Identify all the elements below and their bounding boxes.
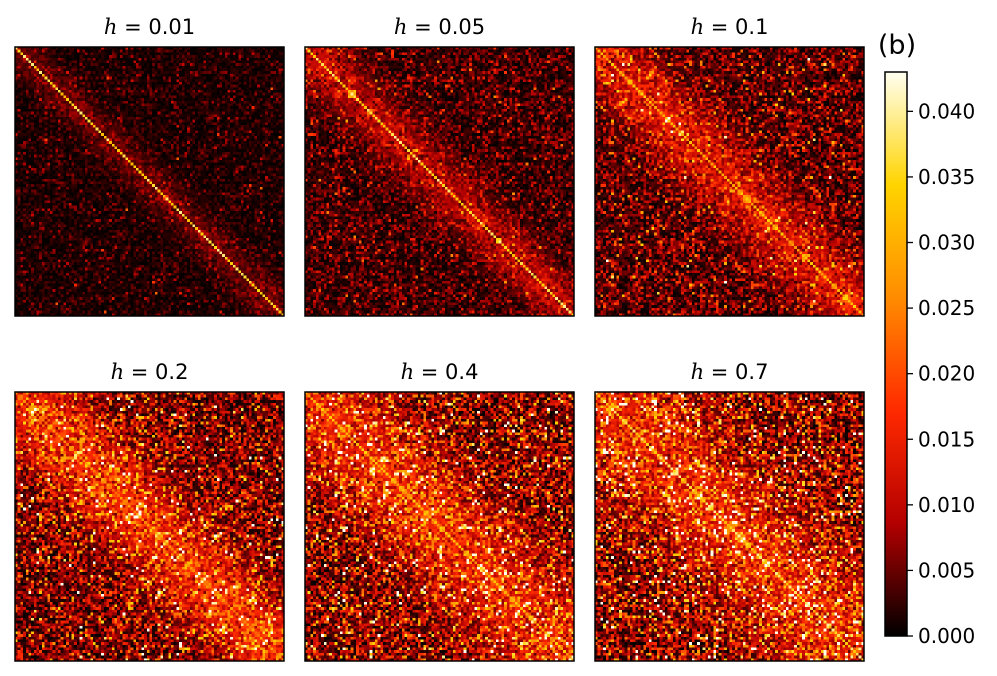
heatmap-frame-6 [594, 391, 865, 662]
heatmap-image-5 [305, 392, 574, 661]
colorbar-tick-label: 0.025 [918, 296, 975, 320]
heatmap-panel-2: h = 0.05 [304, 15, 575, 317]
heatmap-frame-4 [14, 391, 285, 662]
heatmap-frame-1 [14, 46, 285, 317]
colorbar: 0.000 0.005 0.010 0.015 0.020 0.025 0.030 0.035… [884, 71, 975, 648]
heatmap-image-2 [305, 47, 574, 316]
heatmap-image-4 [15, 392, 284, 661]
panel-title-variable: h [104, 15, 118, 39]
panel-title-variable: h [401, 360, 415, 384]
panel-title-1: h = 0.01 [104, 15, 195, 39]
panel-title-value: = 0.4 [414, 360, 478, 384]
panel-title-variable: h [394, 15, 408, 39]
panel-title-5: h = 0.4 [401, 360, 479, 384]
panel-title-variable: h [691, 15, 705, 39]
colorbar-tick-label: 0.015 [918, 427, 975, 451]
panel-title-value: = 0.2 [124, 360, 188, 384]
panel-title-value: = 0.1 [704, 15, 768, 39]
figure-label: (b) [878, 30, 916, 61]
panel-title-value: = 0.01 [117, 15, 195, 39]
panel-title-variable: h [111, 360, 125, 384]
heatmap-image-1 [15, 47, 284, 316]
colorbar-tick-label: 0.010 [918, 493, 975, 517]
heatmap-image-6 [595, 392, 864, 661]
heatmap-image-3 [595, 47, 864, 316]
colorbar-tick-label: 0.040 [918, 99, 975, 123]
panel-title-3: h = 0.1 [691, 15, 769, 39]
heatmap-frame-2 [304, 46, 575, 317]
colorbar-tick-label: 0.005 [918, 558, 975, 582]
panels-group: h = 0.01 h = 0.05 h = 0.1h = 0.2 h = 0.4 h =… [14, 15, 865, 662]
panel-title-value: = 0.7 [704, 360, 768, 384]
colorbar-tick-label: 0.035 [918, 165, 975, 189]
panel-title-6: h = 0.7 [691, 360, 769, 384]
heatmap-panel-6: h = 0.7 [594, 360, 865, 662]
heatmap-frame-3 [594, 46, 865, 317]
heatmap-panel-1: h = 0.01 [14, 15, 285, 317]
colorbar-tick-label: 0.020 [918, 362, 975, 386]
panel-title-2: h = 0.05 [394, 15, 485, 39]
colorbar-bar [884, 71, 908, 637]
heatmap-frame-5 [304, 391, 575, 662]
panel-title-value: = 0.05 [407, 15, 485, 39]
heatmap-panel-4: h = 0.2 [14, 360, 285, 662]
colorbar-tick-label: 0.000 [918, 624, 975, 648]
panel-title-4: h = 0.2 [111, 360, 189, 384]
panel-title-variable: h [691, 360, 705, 384]
heatmap-panel-5: h = 0.4 [304, 360, 575, 662]
heatmap-panel-3: h = 0.1 [594, 15, 865, 317]
colorbar-tick-label: 0.030 [918, 231, 975, 255]
